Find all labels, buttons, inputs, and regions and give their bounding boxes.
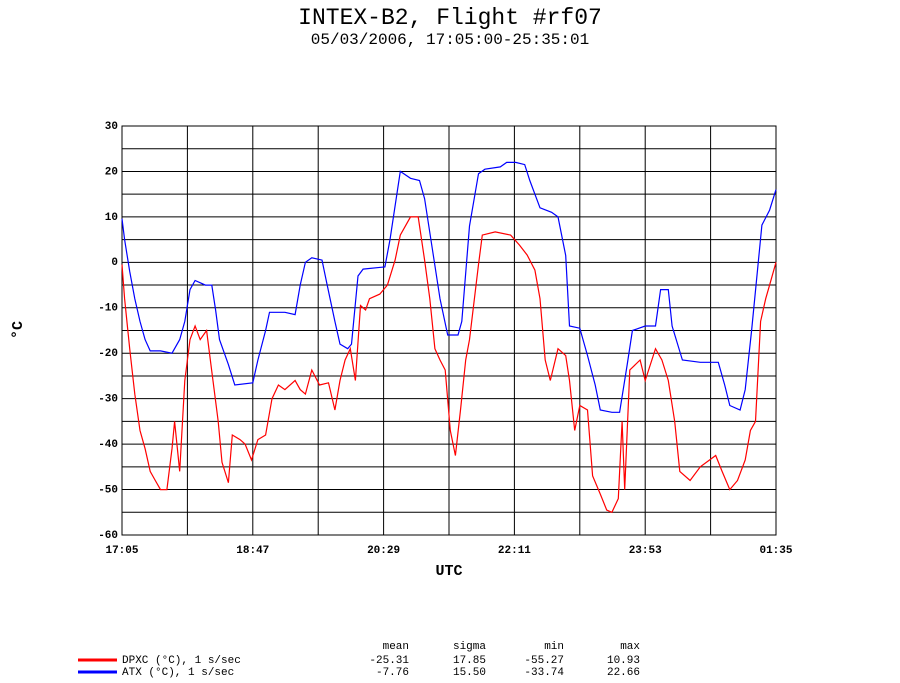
y-tick-label: 0: [111, 257, 118, 269]
plot-frame: [121, 125, 777, 536]
data-line: [121, 216, 777, 514]
x-axis-label: UTC: [435, 563, 462, 580]
stat-value: 15.50: [453, 667, 486, 679]
chart-subtitle: 05/03/2006, 17:05:00-25:35:01: [311, 31, 589, 49]
stat-value: -55.27: [524, 655, 564, 667]
stat-value: -25.31: [369, 655, 409, 667]
x-tick-label: 17:05: [105, 545, 138, 557]
data-line: [121, 161, 777, 413]
y-tick-label: -40: [98, 439, 118, 451]
legend-label: ATX (°C), 1 s/sec: [122, 667, 234, 679]
x-tick-label: 20:29: [367, 545, 400, 557]
chart-title: INTEX-B2, Flight #rf07: [298, 5, 602, 31]
legend-label: DPXC (°C), 1 s/sec: [122, 655, 241, 667]
y-axis-label: °C: [10, 321, 27, 339]
x-tick-label: 23:53: [629, 545, 662, 557]
stat-value: -7.76: [376, 667, 409, 679]
stat-header: mean: [383, 641, 409, 653]
y-tick-label: -10: [98, 303, 118, 315]
y-tick-label: -30: [98, 394, 118, 406]
y-tick-label: 10: [105, 212, 118, 224]
stat-header: min: [544, 641, 564, 653]
y-tick-label: 20: [105, 166, 118, 178]
x-tick-label: 18:47: [236, 545, 269, 557]
stat-value: -33.74: [524, 667, 564, 679]
stat-header: sigma: [453, 641, 486, 653]
stat-header: max: [620, 641, 640, 653]
stat-value: 17.85: [453, 655, 486, 667]
x-tick-label: 22:11: [498, 545, 531, 557]
y-tick-label: -60: [98, 530, 118, 542]
x-tick-label: 01:35: [759, 545, 792, 557]
y-tick-label: -50: [98, 484, 118, 496]
y-tick-label: -20: [98, 348, 118, 360]
stat-value: 22.66: [607, 667, 640, 679]
stat-value: 10.93: [607, 655, 640, 667]
y-tick-label: 30: [105, 121, 118, 133]
